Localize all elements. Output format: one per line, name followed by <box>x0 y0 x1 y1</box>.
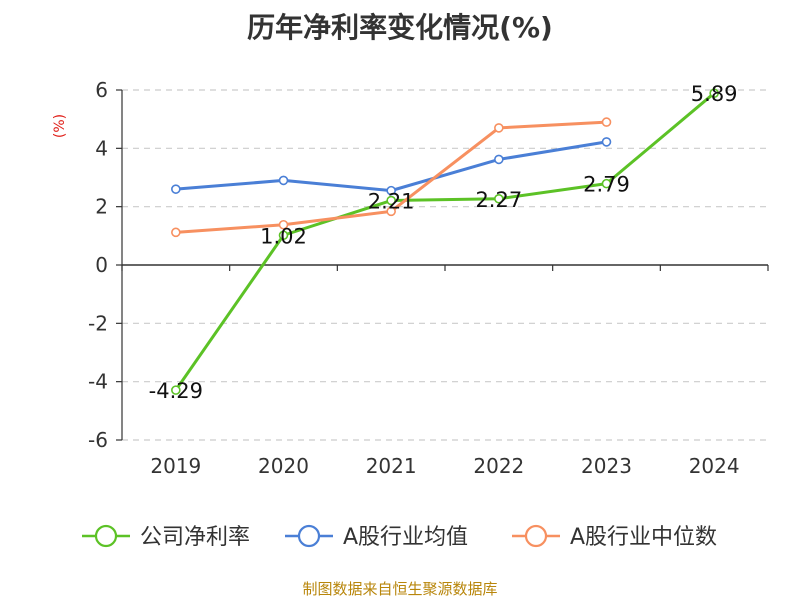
y-tick-label: 6 <box>95 78 108 102</box>
source-note: 制图数据来自恒生聚源数据库 <box>302 580 498 598</box>
y-tick-label: 2 <box>95 195 108 219</box>
data-point <box>601 137 612 147</box>
data-label: 2.21 <box>368 190 415 214</box>
data-point <box>278 175 289 186</box>
x-tick-label: 2021 <box>366 454 417 478</box>
data-point <box>386 195 396 206</box>
x-tick-label: 2024 <box>689 454 740 478</box>
y-tick-label: -2 <box>88 311 108 335</box>
legend-label: A股行业均值 <box>343 525 468 550</box>
data-label: 5.89 <box>691 82 738 106</box>
x-tick-label: 2023 <box>581 454 632 478</box>
data-point <box>386 206 396 217</box>
grid-layer <box>122 89 768 441</box>
series-line <box>174 92 716 391</box>
data-point <box>494 123 504 133</box>
legend-label: A股行业中位数 <box>570 525 717 550</box>
series-layer <box>171 88 719 395</box>
series-line <box>175 140 607 193</box>
data-point <box>278 230 289 241</box>
data-point <box>494 193 504 204</box>
chart-title: 历年净利率变化情况(%) <box>247 11 553 44</box>
x-tick-label: 2019 <box>150 454 201 478</box>
data-label: -4.29 <box>149 379 203 403</box>
y-tick-label: -4 <box>88 370 108 394</box>
data-label: 2.27 <box>475 188 522 212</box>
data-point <box>601 117 612 127</box>
y-axis-label: (%) <box>52 114 68 138</box>
data-label: 1.02 <box>260 224 307 248</box>
data-point <box>171 385 181 395</box>
data-point <box>494 154 504 165</box>
data-point <box>171 227 181 238</box>
legend-swatch-marker <box>297 524 321 548</box>
axis-layer: 6 4 2 0 -2 -4 -6 2019 2020 2021 2022 2023 2024 (%) <box>52 78 769 478</box>
data-label: 2.79 <box>583 173 630 197</box>
y-tick-label: -6 <box>88 428 108 452</box>
x-tick-label: 2020 <box>258 454 309 478</box>
data-point <box>601 178 612 189</box>
data-point <box>386 185 396 196</box>
legend-swatch-marker <box>524 524 548 548</box>
x-tick-label: 2022 <box>473 454 524 478</box>
data-label-layer: -4.29 1.02 2.21 2.27 2.79 5.89 <box>149 82 738 403</box>
y-tick-label: 4 <box>95 136 108 160</box>
data-point <box>709 88 719 99</box>
legend-label: 公司净利率 <box>140 525 250 550</box>
y-tick-label: 0 <box>95 253 108 277</box>
legend: 公司净利率 A股行业均值 A股行业中位数 <box>82 524 717 550</box>
legend-swatch-marker <box>94 524 118 548</box>
data-point <box>171 184 181 194</box>
data-point <box>278 219 289 230</box>
